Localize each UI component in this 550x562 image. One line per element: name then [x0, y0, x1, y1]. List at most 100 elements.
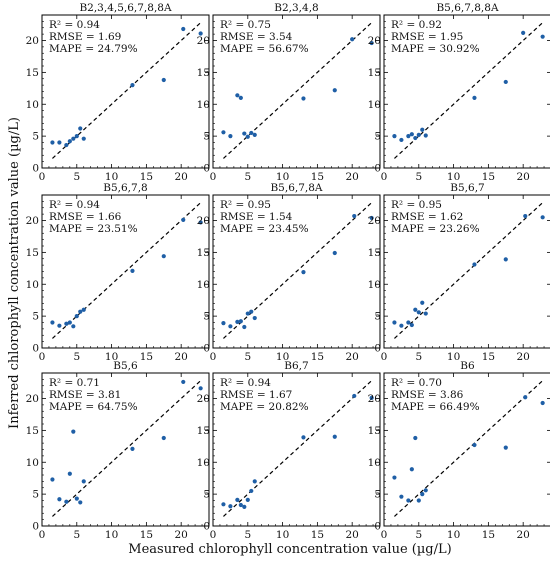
data-point [245, 497, 250, 502]
plot-frame [383, 194, 550, 349]
data-point [198, 386, 203, 391]
plot-frame [212, 194, 381, 349]
data-point [301, 435, 306, 440]
x-tick-label: 5 [244, 529, 251, 541]
x-tick-label: 5 [244, 351, 251, 363]
data-point [161, 435, 166, 441]
y-tick-label: 10 [26, 279, 39, 291]
data-point [409, 467, 414, 472]
data-point [249, 309, 254, 314]
panel-title: B5,6,7,8,8A [436, 2, 498, 14]
y-tick-label: 20 [368, 35, 381, 47]
data-point [198, 220, 203, 225]
data-point [57, 140, 62, 145]
data-point [423, 488, 428, 493]
x-tick-label: 0 [210, 171, 217, 183]
y-tick-label: 10 [197, 99, 210, 111]
y-tick-label: 15 [26, 425, 39, 437]
plot-frame [41, 194, 210, 349]
x-tick-label: 20 [174, 351, 187, 363]
x-tick-label: 10 [447, 529, 460, 541]
y-tick-label: 10 [197, 457, 210, 469]
data-point [523, 213, 528, 219]
y-tick-label: 5 [203, 131, 210, 143]
data-point [238, 319, 243, 324]
x-tick-label: 10 [447, 351, 460, 363]
stat-r2: R² = 0.94 [49, 199, 100, 211]
y-tick-label: 0 [32, 521, 39, 533]
x-tick-label: 10 [276, 171, 289, 183]
y-tick-label: 5 [32, 311, 39, 323]
data-point [130, 446, 135, 451]
x-tick-label: 0 [381, 351, 388, 363]
y-tick-label: 15 [368, 247, 381, 259]
reference-line [223, 200, 374, 339]
x-tick-label: 10 [105, 529, 118, 541]
stat-rmse: RMSE = 1.67 [220, 389, 292, 401]
y-tick-label: 20 [368, 393, 381, 405]
stat-mape: MAPE = 66.49% [391, 401, 480, 413]
x-tick-label: 15 [482, 171, 495, 183]
data-point [74, 134, 79, 139]
stat-r2: R² = 0.92 [391, 19, 442, 31]
data-point [71, 324, 76, 329]
data-point [57, 323, 62, 328]
y-tick-label: 20 [26, 393, 39, 405]
x-tick-label: 5 [244, 171, 251, 183]
data-point [221, 321, 226, 326]
stat-r2: R² = 0.94 [49, 19, 100, 31]
plot-frame [212, 372, 381, 527]
data-point [242, 131, 247, 136]
data-point [71, 429, 76, 434]
x-tick-label: 0 [381, 529, 388, 541]
stat-mape: MAPE = 23.26% [391, 223, 480, 235]
data-point [406, 134, 411, 139]
plot-frame [212, 14, 381, 169]
panel-title: B6,7 [284, 360, 308, 372]
y-tick-label: 15 [26, 67, 39, 79]
data-point [399, 137, 404, 143]
y-tick-label: 15 [197, 425, 210, 437]
data-point [50, 140, 55, 145]
y-tick-label: 20 [26, 35, 39, 47]
stat-r2: R² = 0.95 [220, 199, 271, 211]
data-point [540, 34, 545, 39]
panel-title: B5,6,7,8A [270, 182, 322, 194]
panel-title: B2,3,4,8 [274, 2, 318, 14]
x-tick-label: 0 [39, 351, 46, 363]
y-tick-label: 5 [374, 489, 381, 501]
y-axis-label: Inferred chlorophyll concentration value… [7, 117, 22, 429]
x-tick-label: 15 [482, 529, 495, 541]
y-tick-label: 5 [203, 489, 210, 501]
data-point [472, 95, 477, 100]
reference-line [52, 378, 203, 517]
stat-mape: MAPE = 20.82% [220, 401, 309, 413]
data-point [238, 502, 243, 508]
data-point [252, 132, 257, 137]
y-tick-label: 10 [368, 279, 381, 291]
data-point [50, 477, 55, 482]
data-point [369, 215, 374, 221]
x-tick-label: 20 [345, 351, 358, 363]
stat-mape: MAPE = 23.45% [220, 223, 309, 235]
panel-title: B5,6,7,8 [103, 182, 147, 194]
data-point [228, 324, 233, 329]
data-point [74, 314, 79, 319]
data-point [413, 135, 418, 141]
data-point [242, 504, 247, 509]
data-point [181, 379, 186, 385]
stat-r2: R² = 0.70 [391, 377, 442, 389]
data-point [503, 445, 508, 450]
plot-frame [383, 372, 550, 527]
data-point [130, 83, 135, 88]
y-tick-label: 0 [374, 163, 381, 175]
x-tick-label: 15 [311, 171, 324, 183]
y-tick-label: 0 [203, 521, 210, 533]
data-point [78, 500, 83, 505]
data-point [350, 37, 355, 42]
y-tick-label: 20 [368, 215, 381, 227]
panel-title: B6 [460, 360, 475, 372]
